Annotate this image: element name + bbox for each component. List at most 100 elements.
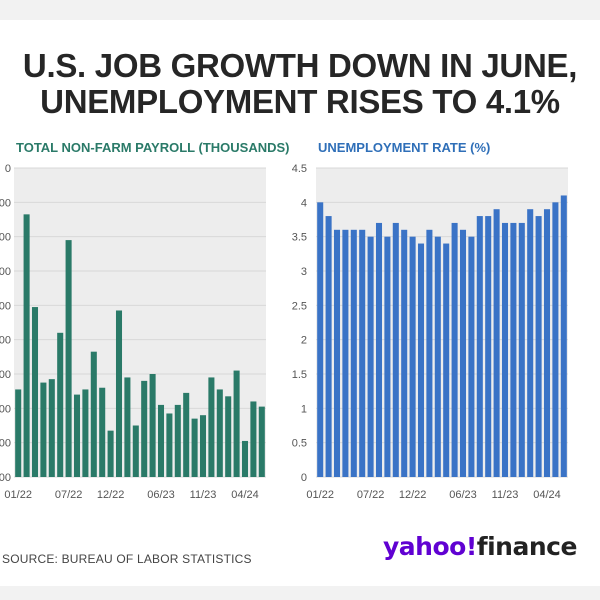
unemployment-x-tick-label: 12/22 — [399, 489, 427, 501]
payroll-y-tick-label: 00 — [0, 403, 11, 415]
payroll-bar — [73, 394, 81, 477]
payroll-bar — [107, 430, 114, 477]
unemployment-x-tick-label: 07/22 — [357, 489, 385, 501]
payroll-y-tick-label: 00 — [0, 472, 11, 484]
payroll-bar — [40, 382, 47, 477]
unemployment-chart-title: UNEMPLOYMENT RATE (%) — [318, 140, 491, 155]
unemployment-bar — [527, 209, 534, 477]
payroll-x-tick-label: 01/22 — [4, 489, 32, 501]
unemployment-bar — [468, 236, 475, 477]
unemployment-y-tick-label: 2 — [301, 335, 307, 347]
unemployment-bar — [443, 243, 450, 477]
unemployment-bar — [409, 236, 416, 477]
unemployment-bar — [384, 236, 391, 477]
unemployment-bar — [510, 222, 517, 477]
payroll-bar — [241, 440, 249, 477]
unemployment-bar — [543, 209, 551, 477]
unemployment-y-tick-label: 3 — [301, 266, 307, 278]
payroll-bar — [157, 404, 165, 477]
payroll-bar — [132, 425, 139, 477]
unemployment-y-tick-label: 4 — [301, 197, 307, 209]
payroll-y-tick-label: 00 — [0, 335, 11, 347]
unemployment-bar — [367, 236, 374, 477]
unemployment-bar — [485, 216, 492, 478]
unemployment-bar — [434, 236, 441, 477]
top-band — [0, 0, 600, 20]
payroll-bar — [65, 240, 72, 477]
unemployment-bar — [476, 216, 483, 478]
payroll-bar — [216, 389, 223, 477]
unemployment-y-tick-label: 0 — [301, 472, 307, 484]
payroll-bar — [258, 406, 265, 477]
payroll-bar — [149, 374, 156, 477]
payroll-bar — [233, 370, 240, 477]
bottom-band — [0, 586, 600, 600]
unemployment-bar — [501, 222, 509, 477]
unemployment-x-tick-label: 06/23 — [449, 489, 477, 501]
payroll-x-tick-label: 06/23 — [147, 489, 175, 501]
payroll-bar — [208, 377, 215, 477]
unemployment-y-tick-label: 0.5 — [292, 438, 307, 450]
logo-finance: finance — [476, 532, 578, 561]
payroll-x-tick-label: 11/23 — [190, 489, 217, 501]
payroll-bar — [183, 392, 190, 477]
payroll-x-tick-label: 12/22 — [97, 489, 125, 501]
payroll-bar — [115, 310, 123, 477]
yahoo-finance-logo: yahoo!finance — [383, 532, 577, 561]
unemployment-bar — [552, 202, 559, 478]
unemployment-bar — [459, 229, 467, 477]
title-line-1: U.S. JOB GROWTH DOWN IN JUNE, — [22, 47, 578, 84]
logo-mark: ! — [465, 532, 477, 561]
payroll-plot-area — [14, 168, 266, 477]
payroll-bar — [250, 401, 257, 477]
unemployment-y-tick-label: 1.5 — [292, 369, 307, 381]
payroll-y-tick-label: 00 — [0, 266, 11, 278]
payroll-bar — [191, 418, 198, 477]
unemployment-bar — [325, 216, 332, 478]
source-note: SOURCE: BUREAU OF LABOR STATISTICS — [2, 552, 252, 566]
payroll-y-tick-label: 00 — [0, 300, 11, 312]
payroll-bar — [82, 389, 89, 477]
unemployment-bar — [350, 229, 357, 477]
unemployment-bar — [493, 209, 500, 477]
payroll-bar — [15, 389, 22, 477]
payroll-bar — [225, 396, 232, 477]
unemployment-x-tick-label: 11/23 — [492, 489, 519, 501]
payroll-bar — [57, 332, 64, 477]
unemployment-bar — [392, 222, 399, 477]
unemployment-x-tick-label: 01/22 — [306, 489, 334, 501]
unemployment-bar — [426, 229, 433, 477]
unemployment-bar — [317, 202, 324, 478]
unemployment-bar — [417, 243, 425, 477]
payroll-bar — [124, 377, 131, 477]
payroll-bar — [99, 387, 106, 477]
payroll-bar — [166, 413, 173, 477]
payroll-bar — [90, 351, 97, 477]
payroll-bar — [141, 380, 148, 477]
payroll-y-tick-label: 00 — [0, 369, 11, 381]
unemployment-bar — [401, 229, 408, 477]
unemployment-x-tick-label: 04/24 — [533, 489, 561, 501]
logo-yahoo: yahoo — [383, 532, 466, 561]
title-line-2: UNEMPLOYMENT RISES TO 4.1% — [40, 83, 560, 120]
unemployment-bar — [560, 195, 567, 477]
unemployment-y-tick-label: 4.5 — [292, 163, 307, 175]
page-title: U.S. JOB GROWTH DOWN IN JUNE, UNEMPLOYME… — [0, 48, 600, 120]
unemployment-bar — [518, 222, 525, 477]
payroll-bar — [31, 307, 39, 477]
payroll-y-tick-label: 00 — [0, 438, 11, 450]
unemployment-y-tick-label: 3.5 — [292, 232, 307, 244]
payroll-bar — [48, 379, 55, 477]
payroll-chart-title: TOTAL NON-FARM PAYROLL (THOUSANDS) — [16, 140, 290, 155]
unemployment-y-tick-label: 2.5 — [292, 300, 307, 312]
payroll-bar — [199, 415, 207, 477]
unemployment-bar — [451, 222, 458, 477]
payroll-y-tick-label: 00 — [0, 197, 11, 209]
unemployment-bar — [342, 229, 349, 477]
unemployment-y-tick-label: 1 — [301, 403, 307, 415]
payroll-x-tick-label: 07/22 — [55, 489, 83, 501]
unemployment-bar — [535, 216, 542, 478]
payroll-bar — [174, 404, 181, 477]
payroll-bar — [23, 214, 30, 477]
